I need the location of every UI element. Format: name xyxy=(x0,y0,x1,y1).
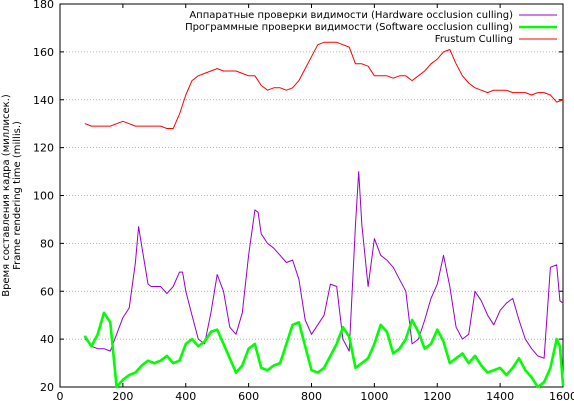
x-tick-label: 0 xyxy=(57,390,64,401)
y-tick-label: 60 xyxy=(40,285,54,298)
series-line-2 xyxy=(84,41,564,129)
y-axis-label-line: Frame rendering time (millis.) xyxy=(12,121,23,270)
x-tick-label: 1200 xyxy=(423,390,451,401)
x-tick-label: 600 xyxy=(238,390,259,401)
x-tick-label: 1600 xyxy=(549,390,574,401)
legend: Аппаратные проверки видимости (Hardware … xyxy=(185,10,557,45)
axis-ticks: 20 40 60 80 100 120 140 160 180 0 200 400 600 800 1000… xyxy=(33,0,574,401)
y-axis-label: Время составления кадра (миллисек.) Frame… xyxy=(1,94,23,297)
y-tick-label: 140 xyxy=(33,94,54,107)
y-tick-label: 20 xyxy=(40,381,54,394)
x-tick-label: 1400 xyxy=(486,390,514,401)
x-tick-label: 200 xyxy=(112,390,133,401)
y-tick-label: 80 xyxy=(40,237,54,250)
y-tick-label: 100 xyxy=(33,190,54,203)
y-tick-label: 120 xyxy=(33,142,54,155)
legend-label: Frustum Culling xyxy=(435,34,513,45)
y-axis-label-line: Время составления кадра (миллисек.) xyxy=(1,94,12,297)
series-line-0 xyxy=(84,171,564,359)
legend-label: Аппаратные проверки видимости (Hardware … xyxy=(189,10,513,21)
y-tick-label: 40 xyxy=(40,333,54,346)
x-tick-label: 800 xyxy=(301,390,322,401)
x-tick-label: 400 xyxy=(175,390,196,401)
series-lines xyxy=(83,41,565,389)
grid xyxy=(60,51,563,340)
legend-label: Программные проверки видимости (Software… xyxy=(185,22,513,33)
x-tick-label: 1000 xyxy=(360,390,388,401)
series-line-1 xyxy=(83,311,565,389)
y-tick-label: 160 xyxy=(33,46,54,59)
y-tick-label: 180 xyxy=(33,0,54,11)
